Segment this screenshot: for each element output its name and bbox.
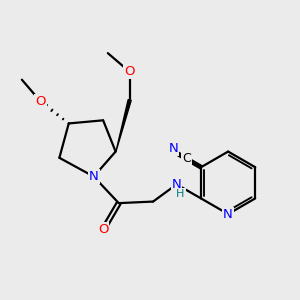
- Text: N: N: [168, 142, 178, 155]
- Polygon shape: [116, 100, 131, 152]
- Text: N: N: [223, 208, 233, 220]
- Text: H: H: [176, 189, 184, 200]
- Text: O: O: [35, 95, 46, 108]
- Text: N: N: [89, 170, 99, 183]
- Text: C: C: [182, 152, 190, 165]
- Text: O: O: [124, 65, 135, 78]
- Text: N: N: [172, 178, 182, 191]
- Text: O: O: [98, 223, 108, 236]
